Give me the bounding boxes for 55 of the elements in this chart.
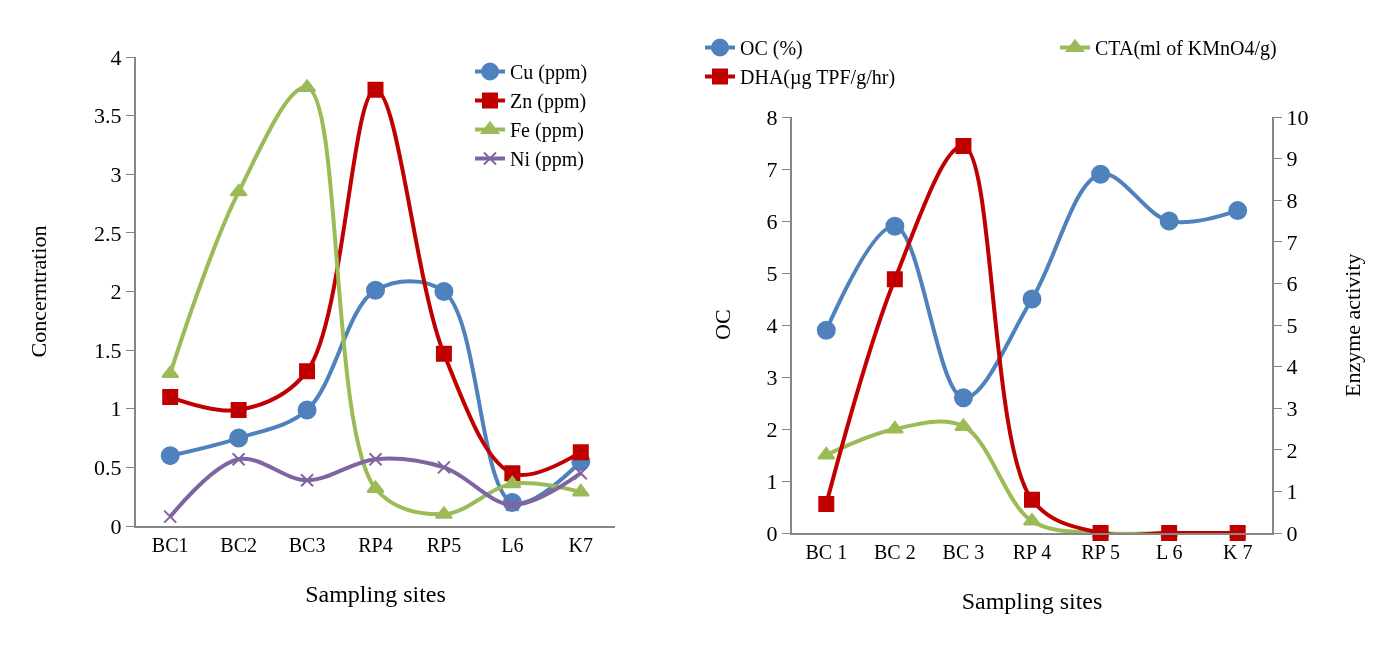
x-tick-label: RP 4 xyxy=(1012,541,1052,563)
legend-label: Zn (ppm) xyxy=(510,90,587,114)
x-tick-label: BC 2 xyxy=(874,541,916,563)
y2-tick-label: 6 xyxy=(1286,271,1298,297)
x-tick-label: BC 3 xyxy=(942,541,985,563)
y-tick-label: 1 xyxy=(110,396,122,422)
legend-label: OC (%) xyxy=(740,37,803,61)
x-tick-label: K 7 xyxy=(1222,541,1253,563)
legend-label: Ni (ppm) xyxy=(510,148,584,172)
x-axis-title: Sampling sites xyxy=(305,580,446,607)
y-tick-label: 3.5 xyxy=(94,103,122,129)
y2-tick-label: 5 xyxy=(1286,312,1298,338)
y2-tick-label: 8 xyxy=(1286,187,1298,213)
x-axis-title: Sampling sites xyxy=(961,587,1103,614)
y-tick-label: 0 xyxy=(110,513,122,539)
y2-axis-title: Enzyme activity xyxy=(1340,253,1365,397)
x-tick-label: BC1 xyxy=(151,534,189,556)
x-tick-label: BC 1 xyxy=(805,541,848,563)
y2-tick-label: 9 xyxy=(1286,146,1298,172)
x-tick-label: L 6 xyxy=(1155,541,1183,563)
y2-tick-label: 0 xyxy=(1286,520,1298,546)
y-tick-label: 4 xyxy=(766,312,778,338)
y-tick-label: 4 xyxy=(110,44,122,70)
y-tick-label: 6 xyxy=(766,208,778,234)
y-tick-label: 2 xyxy=(766,416,778,442)
y2-tick-label: 10 xyxy=(1286,104,1309,130)
y2-tick-label: 1 xyxy=(1286,479,1298,505)
y-axis-title: Concerntration xyxy=(25,225,51,358)
legend-label: Fe (ppm) xyxy=(510,119,584,143)
x-tick-label: BC2 xyxy=(220,534,257,556)
legend-label: Cu (ppm) xyxy=(510,61,588,85)
legend-label: DHA(µg TPF/g/hr) xyxy=(740,66,896,90)
y2-tick-label: 7 xyxy=(1286,229,1298,255)
x-tick-label: BC3 xyxy=(288,534,326,556)
x-tick-label: RP5 xyxy=(426,534,462,556)
y-tick-label: 2 xyxy=(110,279,122,305)
legend-label: CTA(ml of KMnO4/g) xyxy=(1095,37,1277,61)
x-tick-label: RP4 xyxy=(358,534,393,556)
y-tick-label: 5 xyxy=(766,260,778,286)
y-tick-label: 8 xyxy=(766,104,778,130)
y-tick-label: 1 xyxy=(766,468,778,494)
y-tick-label: 3 xyxy=(110,161,122,187)
y-tick-label: 0 xyxy=(766,520,778,546)
x-tick-label: RP 5 xyxy=(1081,541,1120,563)
y-tick-label: 0.5 xyxy=(94,455,122,481)
y2-tick-label: 2 xyxy=(1286,437,1298,463)
y2-tick-label: 4 xyxy=(1286,354,1298,380)
y-tick-label: 3 xyxy=(766,364,778,390)
y-tick-label: 1.5 xyxy=(94,337,122,363)
y-tick-label: 7 xyxy=(766,156,778,182)
y-axis-title: OC xyxy=(710,309,735,340)
y-tick-label: 2.5 xyxy=(94,220,122,246)
y2-tick-label: 3 xyxy=(1286,395,1298,421)
x-tick-label: K7 xyxy=(568,534,594,556)
x-tick-label: L6 xyxy=(501,534,524,556)
